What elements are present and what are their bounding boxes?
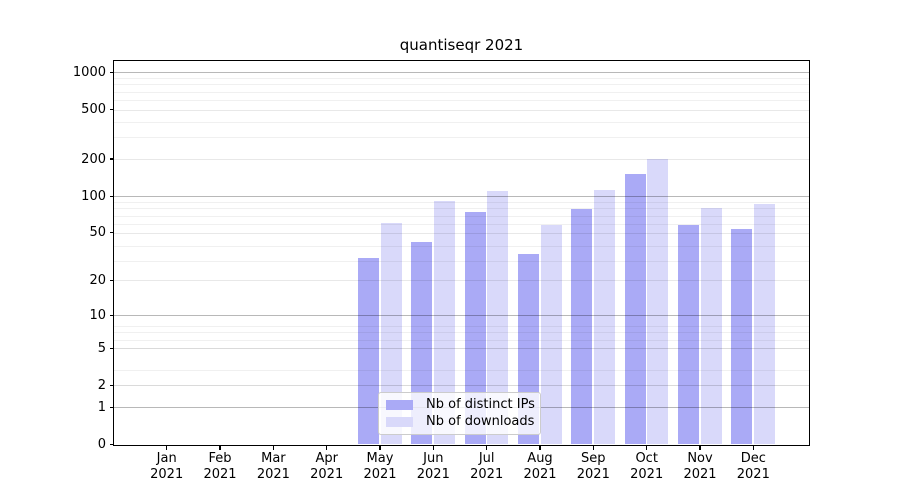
y-tick-mark (109, 195, 113, 197)
grid-line (114, 232, 809, 234)
x-tick-label-sep: Sep 2021 (576, 451, 610, 482)
y-tick-mark (109, 384, 113, 386)
x-tick-label-nov: Nov 2021 (683, 451, 717, 482)
y-tick-mark (109, 314, 113, 317)
x-tick-mark (379, 446, 381, 450)
legend-row-distinct-ips: Nb of distinct IPs (386, 398, 540, 412)
grid-line (114, 215, 809, 217)
x-tick-mark (592, 446, 594, 450)
bar-distinct-ips-dec (731, 228, 753, 445)
bar-downloads-jun (433, 201, 455, 445)
x-tick-label-may: May 2021 (363, 451, 397, 482)
x-tick-mark (326, 446, 328, 450)
grid-line (114, 195, 809, 197)
x-tick-label-oct: Oct 2021 (630, 451, 664, 482)
x-tick-mark (166, 446, 168, 450)
grid-line (114, 137, 809, 139)
chart-title: quantiseqr 2021 (399, 36, 524, 54)
grid-line (114, 121, 809, 123)
grid-line (114, 385, 809, 387)
bar-downloads-may (380, 222, 402, 445)
legend-swatch-downloads-icon (386, 417, 413, 427)
legend: Nb of distinct IPs Nb of downloads (378, 392, 541, 435)
x-tick-mark (432, 446, 434, 450)
legend-swatch-distinct-ips-icon (386, 400, 413, 410)
grid-line (114, 315, 809, 317)
grid-line (114, 347, 809, 349)
y-tick-mark (109, 71, 113, 74)
grid-line (114, 245, 809, 247)
grid-line (114, 332, 809, 334)
x-tick-label-jun: Jun 2021 (416, 451, 450, 482)
grid-line (114, 385, 809, 387)
grid-line (114, 78, 809, 79)
grid-line (114, 326, 809, 327)
legend-label-downloads: Nb of downloads (426, 414, 535, 429)
x-tick-mark (219, 446, 221, 450)
grid-line (114, 84, 809, 86)
x-tick-label-dec: Dec 2021 (736, 451, 770, 482)
bar-downloads-sep (593, 189, 615, 445)
grid-line (114, 369, 809, 371)
x-tick-mark (272, 446, 274, 450)
x-tick-label-aug: Aug 2021 (523, 451, 557, 482)
y-tick-mark (109, 444, 113, 446)
y-tick-mark (109, 280, 113, 282)
y-tick-label: 10 (89, 308, 106, 323)
grid-line (114, 72, 809, 74)
grid-line (114, 99, 809, 101)
y-tick-mark (109, 109, 113, 111)
grid-line (114, 158, 809, 160)
bar-distinct-ips-sep (571, 209, 593, 445)
y-tick-label: 2 (97, 377, 106, 393)
grid-line (114, 280, 809, 282)
grid-line (114, 109, 809, 111)
y-tick-label: 50 (89, 225, 106, 241)
y-tick-label: 0 (97, 437, 106, 453)
grid-line (114, 91, 809, 93)
bar-distinct-ips-may (357, 257, 379, 445)
y-tick-label: 1 (97, 399, 106, 415)
bar-distinct-ips-oct (624, 174, 646, 445)
y-tick-label: 500 (81, 102, 106, 118)
x-tick-mark (646, 446, 648, 450)
x-tick-label-jan: Jan 2021 (150, 451, 184, 482)
grid-layer (114, 61, 809, 445)
bar-distinct-ips-jul (464, 211, 486, 445)
plot-area (113, 60, 810, 446)
bar-downloads-aug (540, 224, 562, 445)
x-tick-mark (486, 446, 488, 450)
y-tick-label: 200 (81, 151, 106, 167)
y-tick-label: 100 (81, 188, 106, 204)
x-tick-mark (539, 446, 541, 450)
y-tick-label: 1000 (72, 65, 106, 80)
bar-downloads-dec (753, 204, 775, 445)
grid-line (114, 261, 809, 263)
bar-downloads-oct (647, 158, 669, 445)
x-tick-label-jul: Jul 2021 (470, 451, 504, 482)
grid-line (114, 339, 809, 341)
x-tick-label-mar: Mar 2021 (256, 451, 290, 482)
bar-distinct-ips-nov (677, 224, 699, 445)
y-tick-label: 5 (97, 340, 106, 356)
x-tick-mark (752, 446, 754, 450)
grid-line (114, 347, 809, 349)
x-tick-label-apr: Apr 2021 (310, 451, 344, 482)
y-tick-label: 20 (89, 273, 106, 289)
bar-downloads-nov (700, 207, 722, 445)
grid-line (114, 223, 809, 225)
y-tick-mark (109, 347, 113, 349)
x-tick-label-feb: Feb 2021 (203, 451, 237, 482)
grid-line (114, 208, 809, 210)
bars-layer (114, 61, 809, 445)
grid-line (114, 202, 809, 203)
y-tick-mark (109, 232, 113, 234)
legend-row-downloads: Nb of downloads (386, 415, 540, 429)
bar-downloads-jul (487, 190, 509, 445)
legend-label-distinct-ips: Nb of distinct IPs (426, 397, 535, 412)
y-tick-mark (109, 158, 113, 160)
y-tick-mark (109, 406, 113, 408)
x-tick-mark (699, 446, 701, 450)
